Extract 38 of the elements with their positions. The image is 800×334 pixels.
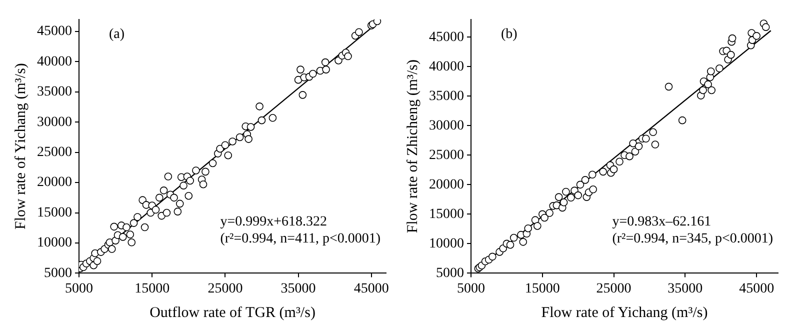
y-tick-label: 5000 bbox=[436, 266, 464, 281]
y-tick-label: 40000 bbox=[429, 59, 464, 74]
x-axis-title: Flow rate of Yichang (m³/s) bbox=[541, 304, 708, 321]
x-tick-label: 15000 bbox=[524, 281, 560, 296]
y-tick-label: 15000 bbox=[429, 206, 464, 222]
y-axis-title: Flow rate of Zhicheng (m³/s) bbox=[404, 59, 421, 234]
y-tick-label: 45000 bbox=[37, 24, 72, 40]
x-tick-label: 5000 bbox=[457, 281, 485, 296]
y-tick-label: 30000 bbox=[429, 118, 464, 134]
text: (a) bbox=[109, 27, 125, 42]
y-axis-title: Flow rate of Yichang (m³/s) bbox=[12, 63, 29, 230]
annotation: (r²=0.994, n=411, p<0.0001) bbox=[220, 232, 381, 246]
x-axis-title: Outflow rate of TGR (m³/s) bbox=[150, 304, 316, 321]
x-tick-label: 25000 bbox=[596, 281, 632, 296]
y-tick-label: 45000 bbox=[429, 30, 464, 45]
x-tick-label: 45000 bbox=[739, 281, 774, 296]
y-tick-label: 20000 bbox=[429, 177, 464, 192]
y-tick-label: 15000 bbox=[37, 205, 72, 220]
y-tick-label: 30000 bbox=[37, 114, 72, 130]
annotation: y=0.999x+618.322 bbox=[220, 214, 328, 230]
y-tick-label: 10000 bbox=[37, 236, 72, 251]
y-tick-label: 35000 bbox=[37, 84, 72, 100]
x-tick-label: 35000 bbox=[280, 281, 316, 296]
text: (b) bbox=[501, 27, 518, 42]
x-tick-label: 15000 bbox=[134, 281, 170, 296]
y-tick-label: 5000 bbox=[44, 266, 72, 281]
y-tick-label: 40000 bbox=[37, 54, 72, 70]
y-tick-label: 20000 bbox=[37, 175, 72, 190]
annotation: (r²=0.994, n=345, p<0.0001) bbox=[612, 232, 774, 246]
y-tick-label: 35000 bbox=[429, 88, 464, 104]
x-tick-label: 35000 bbox=[668, 281, 703, 296]
x-tick-label: 45000 bbox=[354, 281, 389, 296]
y-tick-label: 25000 bbox=[429, 148, 464, 163]
y-tick-label: 25000 bbox=[37, 145, 72, 160]
x-tick-label: 25000 bbox=[208, 281, 243, 296]
y-tick-label: 10000 bbox=[429, 236, 464, 252]
x-tick-label: 5000 bbox=[65, 281, 93, 296]
annotation: y=0.983x–62.161 bbox=[612, 214, 712, 230]
